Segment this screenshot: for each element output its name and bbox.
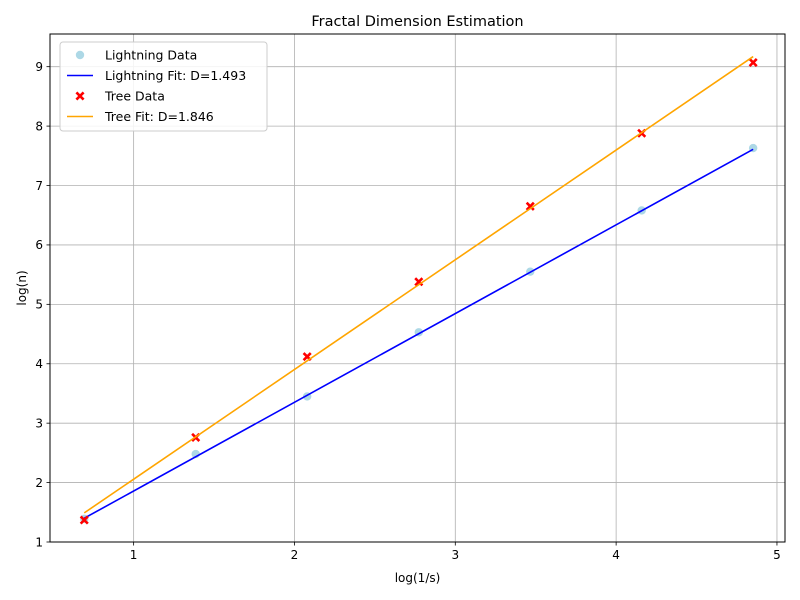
legend-handle <box>75 91 85 101</box>
y-tick-label: 3 <box>35 416 43 430</box>
fit-line <box>83 148 754 519</box>
series-1 <box>83 148 754 519</box>
y-tick-label: 2 <box>35 476 43 490</box>
y-tick-label: 4 <box>35 357 43 371</box>
y-tick-label: 6 <box>35 238 43 252</box>
y-tick-label: 1 <box>35 535 43 549</box>
x-tick-label: 2 <box>291 548 299 562</box>
legend: Lightning Data Lightning Fit: D=1.493 Tree… <box>59 41 268 132</box>
legend-label: Tree Fit: D=1.846 <box>104 109 214 124</box>
data-point <box>748 58 758 68</box>
x-tick-label: 5 <box>773 548 781 562</box>
grid <box>50 34 785 543</box>
plot-series <box>79 55 758 525</box>
chart-title: Fractal Dimension Estimation <box>311 14 523 30</box>
axis-ticks: 1 2 3 4 5 1 2 3 4 5 6 7 8 9 <box>35 60 780 562</box>
y-tick-label: 9 <box>35 60 43 74</box>
plot-frame <box>49 33 786 543</box>
y-axis-label: log(n) <box>15 270 29 305</box>
legend-handle <box>75 50 85 60</box>
x-tick-label: 3 <box>451 548 459 562</box>
data-point <box>414 277 424 287</box>
x-tick-label: 4 <box>612 548 620 562</box>
series-3 <box>83 55 754 514</box>
y-tick-label: 8 <box>35 119 43 133</box>
legend-label: Tree Data <box>104 89 165 104</box>
fit-line <box>83 55 754 514</box>
x-axis-label: log(1/s) <box>395 571 441 585</box>
y-tick-label: 5 <box>35 298 43 312</box>
legend-label: Lightning Data <box>105 48 197 63</box>
legend-box <box>59 41 268 132</box>
legend-label: Lightning Fit: D=1.493 <box>105 68 246 83</box>
data-point <box>525 201 535 211</box>
data-point <box>79 515 89 525</box>
y-tick-label: 7 <box>35 179 43 193</box>
x-tick-label: 1 <box>130 548 138 562</box>
